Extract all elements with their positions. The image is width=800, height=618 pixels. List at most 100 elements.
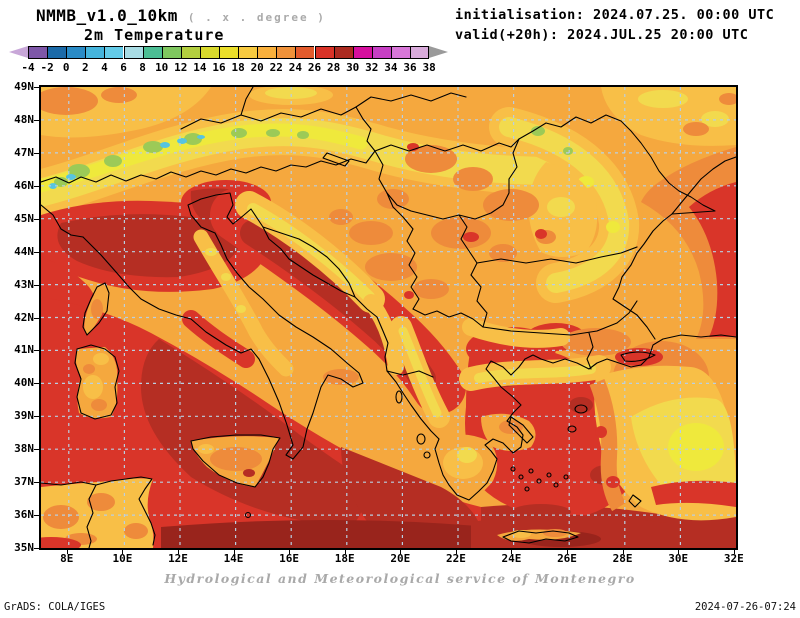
colorbar-tick-label: 18 [231,61,245,74]
lon-tick [66,549,68,554]
colorbar-segment [180,46,200,59]
lon-label: 20E [390,552,411,565]
colorbar-tick-label: 16 [212,61,226,74]
lat-label: 42N [14,310,34,324]
lat-label: 49N [14,80,34,93]
lat-label: 40N [14,376,34,390]
lat-label: 46N [14,178,34,192]
colorbar-segment [410,46,430,59]
colorbar-segment [199,46,219,59]
temperature-map [41,87,736,548]
colorbar-tick-label: 26 [307,61,322,74]
lat-label: 36N [14,508,34,522]
lon-label: 30E [668,552,689,565]
lat-tick [34,218,39,220]
lon-tick [678,549,680,554]
colorbar-tick-label: 38 [422,61,436,74]
colorbar-tick-label: 4 [101,61,108,74]
colorbar-segment [142,46,162,59]
lat-tick [34,152,39,154]
colorbar-segment [333,46,353,59]
colorbar-segment [219,46,239,59]
colorbar-segment [28,46,48,59]
colorbar-tick-label: 6 [120,61,127,74]
lon-tick [567,549,568,554]
colorbar-tick-label: 28 [326,61,341,74]
creation-timestamp: 2024-07-26-07:24 [694,601,796,613]
lon-label: 12E [168,552,188,565]
lon-label: 22E [445,552,466,565]
lat-tick [34,383,39,385]
colorbar-segment [276,46,296,59]
colorbar-under-arrow [9,46,28,58]
lon-tick [344,549,346,554]
lon-tick [455,549,457,554]
lat-tick [34,416,39,418]
lon-tick [289,549,291,554]
variable-title: 2m Temperature [84,26,225,44]
lat-tick [34,284,39,286]
lon-label: 16E [279,552,300,565]
colorbar-tick-label: 0 [62,61,70,74]
colorbar-segment [257,46,277,59]
colorbar-segment [295,46,315,59]
lat-label: 48N [14,112,34,126]
colorbar-tick-label: -2 [40,61,54,74]
lat-label: 41N [14,343,34,357]
lat-label: 39N [14,409,34,423]
grads-credit: GrADS: COLA/IGES [4,601,106,613]
lon-label: 14E [223,552,244,565]
lon-label: 8E [60,552,74,565]
model-name: NMMB_v1.0_10km [36,6,178,25]
lon-label: 28E [612,552,633,565]
colorbar-tick-label: 20 [250,61,264,74]
colorbar-segment [123,46,143,59]
colorbar-segment [85,46,105,59]
colorbar-over-arrow [429,46,449,58]
lat-tick [34,449,39,451]
lat-tick [34,251,39,253]
colorbar-tick-label: 14 [193,61,207,74]
colorbar-segment [66,46,86,59]
lat-tick [34,185,39,187]
colorbar-segment [352,46,372,59]
colorbar-segment [371,46,391,59]
colorbar-tick-label: 24 [288,61,303,74]
colorbar-tick-label: 10 [155,61,169,74]
valid-time: valid(+20h): 2024.JUL.25 20:00 UTC [455,27,749,43]
colorbar-segment [390,46,410,59]
lat-label: 43N [14,277,34,291]
lon-label: 18E [334,552,355,565]
colorbar-tick-label: -4 [21,61,35,74]
colorbar-segment [161,46,181,59]
grid-note: ( . x . degree ) [187,11,326,24]
lat-label: 37N [14,475,34,489]
lon-label: 32E [723,552,744,565]
lon-tick [178,549,179,554]
lat-tick [34,350,39,352]
lat-tick [34,482,39,484]
lat-label: 47N [14,145,34,159]
lat-label: 35N [14,541,34,554]
lat-tick [34,87,39,88]
lat-label: 45N [14,211,34,225]
lon-tick [233,549,235,554]
coastlines-borders [41,87,736,548]
lat-label: 44N [14,244,34,258]
lon-tick [733,549,735,554]
temperature-field [41,87,736,548]
map-frame [39,85,738,550]
service-caption: Hydrological and Meteorological service … [164,571,636,586]
colorbar-segment [314,46,334,59]
lon-tick [400,549,402,554]
colorbar-tick-label: 12 [174,61,188,74]
colorbar-segment [47,46,67,59]
colorbar-tick-label: 32 [365,61,379,74]
initialisation-time: initialisation: 2024.07.25. 00:00 UTC [455,7,775,23]
colorbar-tick-label: 36 [403,61,417,74]
lat-tick [34,119,39,121]
lon-tick [122,549,124,554]
model-title: NMMB_v1.0_10km ( . x . degree ) [36,6,326,25]
lat-label: 38N [14,442,34,456]
lon-label: 24E [501,552,522,565]
